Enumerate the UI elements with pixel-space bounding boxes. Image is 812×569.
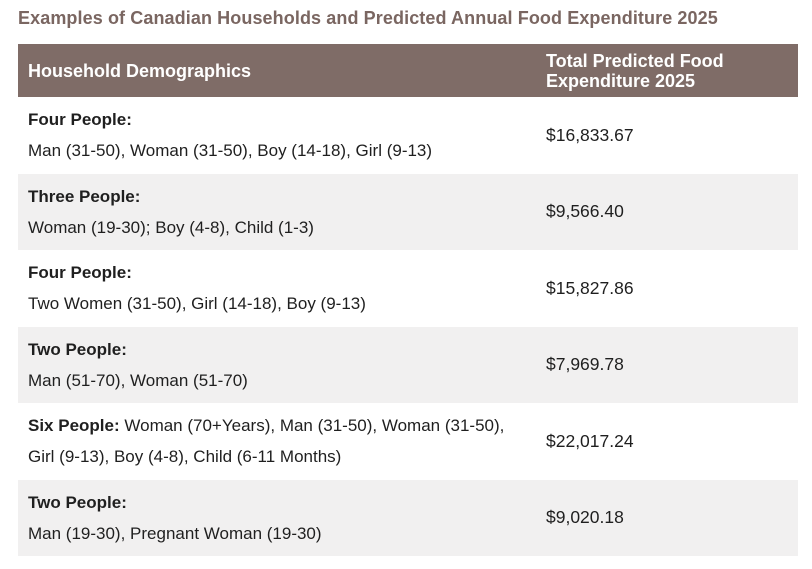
- household-cell: Four People: Man (31-50), Woman (31-50),…: [18, 104, 536, 166]
- header-expenditure-line2: Expenditure 2025: [546, 70, 696, 91]
- household-members: Woman (19-30); Boy (4-8), Child (1-3): [28, 217, 314, 237]
- household-cell: Six People: Woman (70+Years), Man (31-50…: [18, 410, 536, 472]
- table-row: Four People: Man (31-50), Woman (31-50),…: [18, 97, 798, 174]
- household-members: Woman (70+Years), Man (31-50), Woman (31…: [28, 416, 505, 467]
- table-row: Three People: Woman (19-30); Boy (4-8), …: [18, 173, 798, 250]
- household-members: Man (31-50), Woman (31-50), Boy (14-18),…: [28, 141, 433, 161]
- header-expenditure-line1: Total Predicted Food: [546, 50, 724, 71]
- header-household-demographics: Household Demographics: [28, 61, 252, 81]
- table-row: Six People: Woman (70+Years), Man (31-50…: [18, 403, 798, 480]
- expenditure-amount: $9,566.40: [546, 201, 624, 222]
- household-size-label: Two People:: [28, 492, 127, 512]
- household-size-label: Four People:: [28, 110, 132, 130]
- household-cell: Two People: Man (19-30), Pregnant Woman …: [18, 487, 536, 549]
- household-size-label: Four People:: [28, 263, 132, 283]
- household-cell: Four People: Two Women (31-50), Girl (14…: [18, 257, 536, 319]
- household-size-label: Two People:: [28, 339, 127, 359]
- household-members: Two Women (31-50), Girl (14-18), Boy (9-…: [28, 294, 366, 314]
- expenditure-amount: $9,020.18: [546, 507, 624, 528]
- page-title: Examples of Canadian Households and Pred…: [18, 8, 718, 28]
- household-size-label: Six People:: [28, 416, 120, 436]
- household-size-label: Three People:: [28, 186, 141, 206]
- header-total-predicted-expenditure: Total Predicted Food Expenditure 2025: [536, 51, 798, 91]
- table-row: Two People: Man (51-70), Woman (51-70) $…: [18, 326, 798, 403]
- expenditure-amount: $15,827.86: [546, 277, 634, 298]
- table-row: Four People: Two Women (31-50), Girl (14…: [18, 250, 798, 327]
- household-members: Man (51-70), Woman (51-70): [28, 370, 248, 390]
- table-row: Two People: Man (19-30), Pregnant Woman …: [18, 479, 798, 556]
- household-members: Man (19-30), Pregnant Woman (19-30): [28, 523, 322, 543]
- household-cell: Two People: Man (51-70), Woman (51-70): [18, 334, 536, 396]
- expenditure-amount: $16,833.67: [546, 124, 634, 145]
- expenditure-amount: $22,017.24: [546, 430, 634, 451]
- expenditure-table: Household Demographics Total Predicted F…: [18, 44, 798, 556]
- household-cell: Three People: Woman (19-30); Boy (4-8), …: [18, 181, 536, 243]
- expenditure-amount: $7,969.78: [546, 354, 624, 375]
- table-header-row: Household Demographics Total Predicted F…: [18, 44, 798, 97]
